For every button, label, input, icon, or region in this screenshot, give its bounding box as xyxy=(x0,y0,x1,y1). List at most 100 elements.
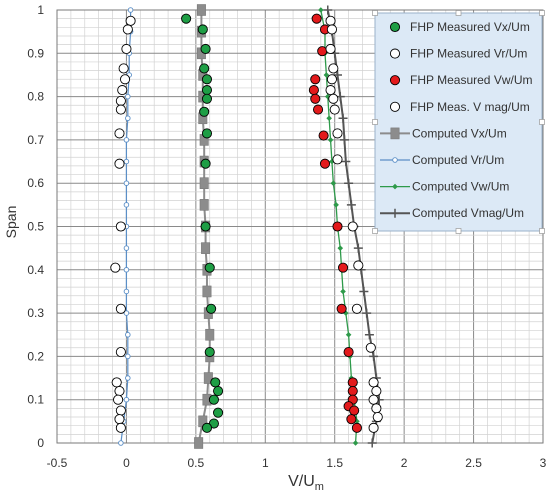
data-point xyxy=(318,7,324,13)
data-point xyxy=(313,104,324,115)
x-tick-label: 2 xyxy=(401,456,408,470)
data-point xyxy=(201,128,213,139)
data-point xyxy=(123,288,130,295)
tick-labels: -0.5 0 0.5 1 1.5 2 2.5 300.10.20.30.40.50.60.70… xyxy=(27,3,546,470)
data-point xyxy=(341,157,351,167)
data-point xyxy=(127,7,134,13)
data-point xyxy=(125,375,131,381)
data-point xyxy=(197,24,208,35)
data-point xyxy=(115,95,126,106)
x-tick-label: 3 xyxy=(540,456,547,470)
data-point xyxy=(311,13,322,24)
data-point xyxy=(201,93,213,104)
data-point xyxy=(349,405,360,416)
data-point xyxy=(110,262,121,273)
data-point xyxy=(200,221,211,232)
legend-resize-handle xyxy=(539,228,545,234)
series-fhp-measured-vx-um xyxy=(181,13,224,433)
data-point xyxy=(194,437,204,449)
legend-label: Computed Vr/Um xyxy=(412,153,504,167)
data-point xyxy=(323,5,333,15)
data-point xyxy=(308,85,319,96)
data-point xyxy=(371,403,382,414)
data-point xyxy=(332,154,343,165)
data-point xyxy=(201,422,213,433)
data-point xyxy=(368,394,379,405)
data-point xyxy=(125,332,131,338)
data-point xyxy=(119,74,131,85)
y-tick-label: 0.2 xyxy=(27,349,44,363)
data-point xyxy=(359,286,369,296)
data-point xyxy=(310,93,321,104)
data-point xyxy=(325,43,336,55)
y-tick-label: 1 xyxy=(37,3,44,17)
data-point xyxy=(347,385,358,397)
legend-marker xyxy=(392,157,398,163)
y-tick-label: 0.1 xyxy=(27,393,44,407)
data-point xyxy=(347,377,358,388)
data-point xyxy=(330,180,337,186)
data-point xyxy=(206,303,217,314)
data-point xyxy=(326,115,332,122)
legend: FHP Measured Vx/Um FHP Measured Vr/Um FHP … xyxy=(372,10,545,234)
x-tick-label: 2.5 xyxy=(465,456,482,470)
data-point xyxy=(343,310,349,316)
series-fhp-meas-v-mag-um xyxy=(325,15,383,433)
data-point xyxy=(372,411,383,423)
data-point xyxy=(371,385,382,397)
data-point xyxy=(199,199,209,211)
y-tick-label: 0.6 xyxy=(27,176,44,190)
data-point xyxy=(123,202,130,208)
legend-box xyxy=(374,12,543,232)
data-point xyxy=(210,377,221,388)
data-point xyxy=(328,63,339,74)
legend-resize-handle xyxy=(455,10,462,16)
legend-marker xyxy=(389,21,401,33)
x-tick-label: 1.5 xyxy=(326,456,343,470)
data-point xyxy=(325,85,336,96)
data-point xyxy=(353,243,363,253)
data-point xyxy=(201,85,213,96)
y-tick-label: 0.7 xyxy=(27,133,44,147)
data-point xyxy=(115,104,126,115)
data-point xyxy=(115,405,126,416)
data-point xyxy=(199,106,210,117)
data-point xyxy=(202,285,212,298)
data-point xyxy=(362,308,372,318)
legend-resize-handle xyxy=(539,10,545,16)
legend-marker xyxy=(390,208,400,218)
data-point xyxy=(122,24,133,35)
data-point xyxy=(200,43,211,55)
data-point xyxy=(115,347,126,358)
x-axis-label: V/Um xyxy=(288,473,324,492)
data-point xyxy=(351,422,362,433)
data-point xyxy=(323,72,330,78)
data-point xyxy=(364,330,374,340)
data-point xyxy=(123,245,130,251)
data-point xyxy=(329,158,335,165)
legend-label: Computed Vw/Um xyxy=(412,180,509,194)
data-point xyxy=(123,310,130,316)
x-tick-label: 1 xyxy=(262,456,269,470)
series-fhp-measured-vr-um xyxy=(110,15,136,433)
data-point xyxy=(368,377,379,388)
data-point xyxy=(111,377,122,388)
y-tick-label: 0.9 xyxy=(27,46,44,60)
data-point xyxy=(115,303,126,314)
data-point xyxy=(123,396,130,403)
plot-frame xyxy=(56,9,544,444)
data-point xyxy=(310,74,321,85)
data-point xyxy=(340,288,346,295)
legend-label: FHP Meas. V mag/Um xyxy=(410,100,530,114)
data-point xyxy=(346,414,357,425)
legend-label: Computed Vmag/Um xyxy=(412,206,524,220)
data-point xyxy=(367,438,377,448)
data-point xyxy=(213,407,224,418)
legend-label: FHP Measured Vr/Um xyxy=(410,47,527,61)
data-point xyxy=(121,43,132,55)
data-point xyxy=(368,422,379,433)
data-point xyxy=(115,221,126,232)
data-point xyxy=(339,135,349,145)
data-point xyxy=(117,85,128,96)
